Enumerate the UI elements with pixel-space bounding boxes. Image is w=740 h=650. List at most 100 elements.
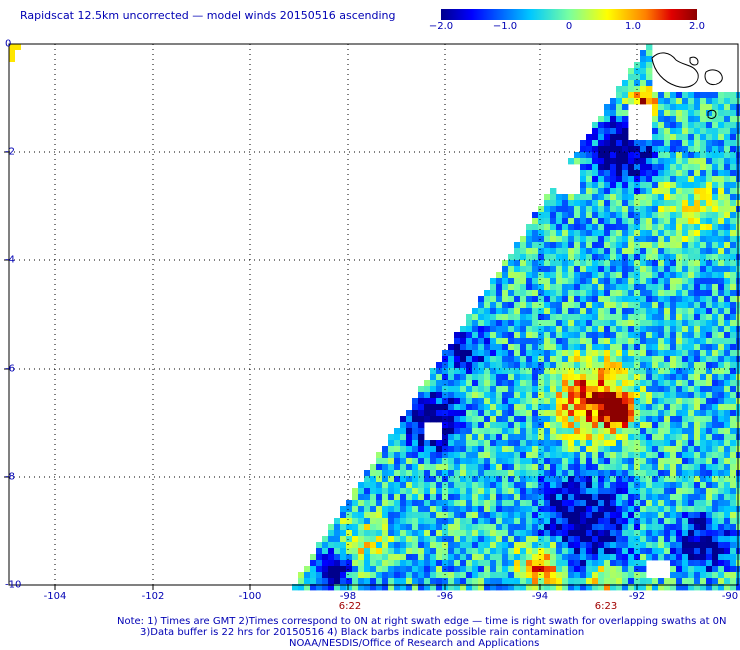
wind-cell xyxy=(448,512,455,519)
wind-cell xyxy=(664,230,671,237)
wind-cell xyxy=(688,374,695,381)
wind-cell xyxy=(544,224,551,231)
wind-cell xyxy=(442,458,449,465)
wind-cell xyxy=(712,116,719,123)
wind-cell xyxy=(676,116,683,123)
wind-cell xyxy=(442,452,449,459)
wind-cell xyxy=(532,320,539,327)
wind-cell xyxy=(664,392,671,399)
wind-cell xyxy=(730,458,737,465)
wind-cell xyxy=(694,464,701,471)
wind-cell xyxy=(670,518,677,525)
wind-cell xyxy=(574,416,581,423)
wind-cell xyxy=(640,374,647,381)
wind-cell xyxy=(706,374,713,381)
wind-cell xyxy=(514,338,521,345)
wind-cell xyxy=(664,506,671,513)
colorbar-label-max: 2.0 xyxy=(689,21,705,32)
wind-cell xyxy=(706,548,713,555)
wind-cell xyxy=(592,410,599,417)
wind-cell xyxy=(550,578,557,585)
wind-cell xyxy=(628,512,635,519)
wind-cell xyxy=(526,446,533,453)
wind-cell xyxy=(490,350,497,357)
wind-cell xyxy=(682,242,689,249)
wind-cell xyxy=(694,290,701,297)
wind-cell xyxy=(712,164,719,171)
wind-cell xyxy=(496,548,503,555)
wind-cell xyxy=(730,116,737,123)
wind-cell xyxy=(658,290,665,297)
wind-cell xyxy=(424,584,431,591)
wind-cell xyxy=(334,560,341,567)
wind-cell xyxy=(658,212,665,219)
wind-cell xyxy=(442,530,449,537)
wind-cell xyxy=(568,572,575,579)
wind-cell xyxy=(328,524,335,531)
wind-cell xyxy=(682,398,689,405)
wind-cell xyxy=(304,572,311,579)
wind-cell xyxy=(700,224,707,231)
wind-cell xyxy=(592,200,599,207)
wind-cell xyxy=(598,278,605,285)
wind-cell xyxy=(15,44,21,50)
wind-cell xyxy=(664,314,671,321)
wind-cell xyxy=(454,398,461,405)
wind-cell xyxy=(424,470,431,477)
wind-cell xyxy=(364,506,371,513)
wind-cell xyxy=(454,578,461,585)
wind-cell xyxy=(706,200,713,207)
wind-cell xyxy=(598,308,605,315)
wind-cell xyxy=(520,344,527,351)
wind-cell xyxy=(706,476,713,483)
wind-cell xyxy=(574,440,581,447)
wind-cell xyxy=(628,176,635,183)
wind-cell xyxy=(316,584,323,591)
wind-cell xyxy=(574,218,581,225)
wind-cell xyxy=(352,512,359,519)
wind-cell xyxy=(532,326,539,333)
wind-cell xyxy=(712,362,719,369)
wind-cell xyxy=(556,284,563,291)
wind-cell xyxy=(490,428,497,435)
wind-cell xyxy=(658,578,665,585)
wind-cell xyxy=(628,254,635,261)
wind-cell xyxy=(502,446,509,453)
wind-cell xyxy=(520,314,527,321)
wind-cell xyxy=(688,260,695,267)
wind-cell xyxy=(652,314,659,321)
wind-cell xyxy=(622,542,629,549)
wind-cell xyxy=(646,428,653,435)
wind-cell xyxy=(526,542,533,549)
wind-cell xyxy=(706,506,713,513)
wind-cell xyxy=(532,356,539,363)
wind-cell xyxy=(700,182,707,189)
wind-cell xyxy=(688,572,695,579)
wind-cell xyxy=(364,578,371,585)
wind-cell xyxy=(652,236,659,243)
wind-cell xyxy=(514,566,521,573)
wind-cell xyxy=(670,326,677,333)
wind-cell xyxy=(382,548,389,555)
wind-cell xyxy=(694,164,701,171)
wind-cell xyxy=(544,386,551,393)
wind-cell xyxy=(628,530,635,537)
wind-cell xyxy=(652,140,659,147)
wind-cell xyxy=(484,392,491,399)
wind-cell xyxy=(376,518,383,525)
wind-cell xyxy=(544,374,551,381)
wind-cell xyxy=(676,446,683,453)
wind-cell xyxy=(712,458,719,465)
wind-cell xyxy=(580,326,587,333)
wind-cell xyxy=(688,158,695,165)
wind-cell xyxy=(700,332,707,339)
wind-cell xyxy=(700,170,707,177)
wind-cell xyxy=(712,224,719,231)
wind-cell xyxy=(484,362,491,369)
wind-cell xyxy=(622,524,629,531)
wind-cell xyxy=(562,230,569,237)
wind-cell xyxy=(502,470,509,477)
wind-cell xyxy=(652,584,659,591)
wind-cell xyxy=(574,410,581,417)
wind-cell xyxy=(586,308,593,315)
